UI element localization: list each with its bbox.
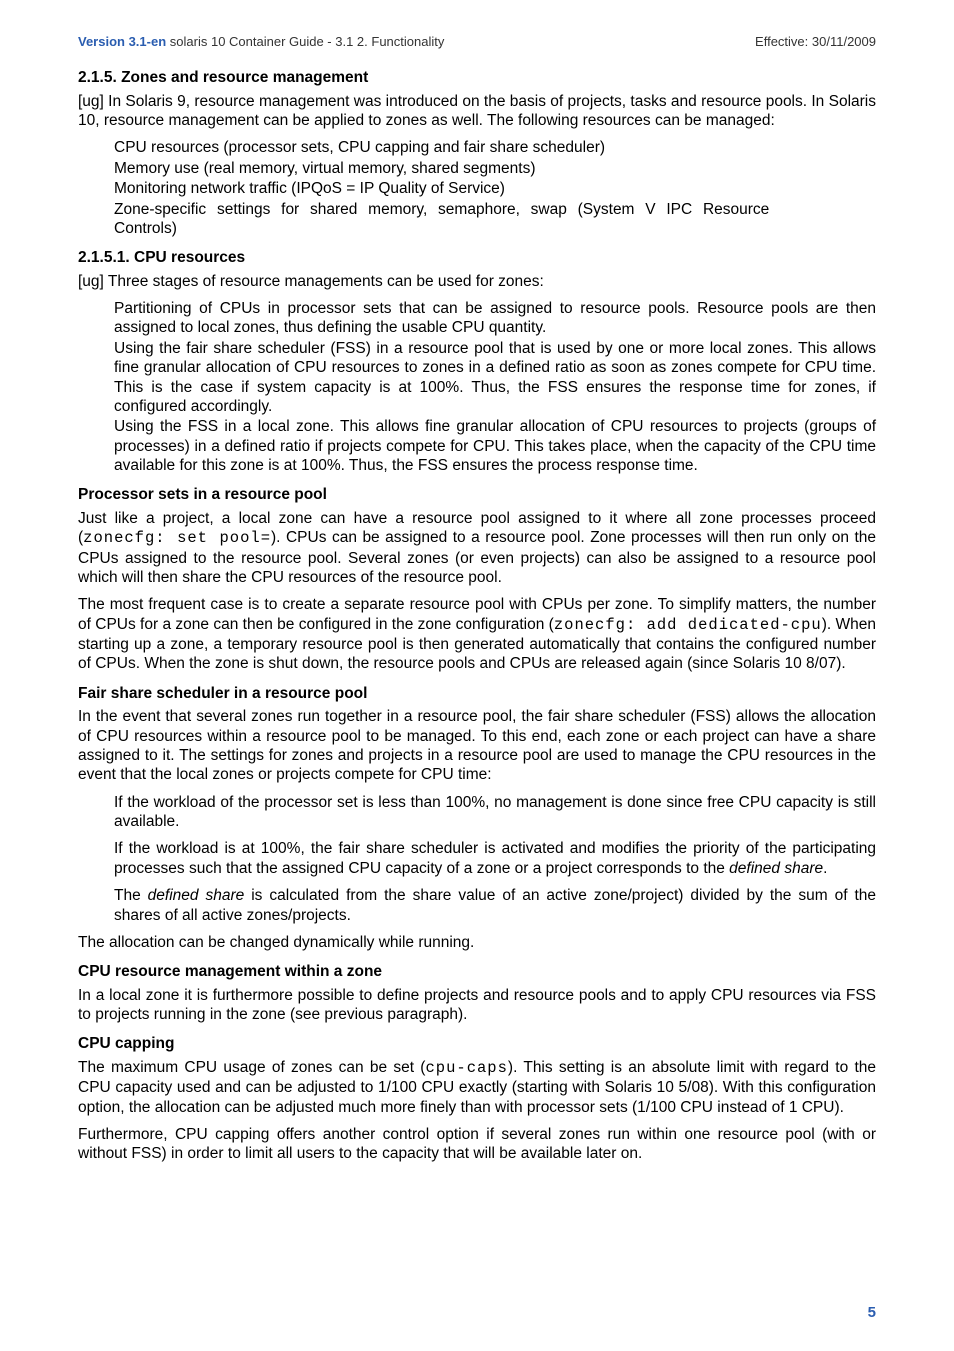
fss-b1: If the workload of the processor set is …: [114, 793, 876, 832]
procsets-code1: zonecfg: set pool=: [83, 529, 271, 547]
procsets-p1: Just like a project, a local zone can ha…: [78, 509, 876, 588]
s2151-b3: Using the FSS in a local zone. This allo…: [114, 417, 876, 475]
fss-b3-em: defined share: [148, 887, 245, 904]
cpurm-p1: In a local zone it is furthermore possib…: [78, 986, 876, 1025]
fss-b3: The defined share is calculated from the…: [114, 886, 876, 925]
fss-b2b: .: [823, 860, 827, 877]
section-2-1-5-title: 2.1.5. Zones and resource management: [78, 68, 876, 87]
procsets-p2: The most frequent case is to create a se…: [78, 595, 876, 674]
fss-b3a: The: [114, 887, 148, 904]
cap-code: cpu-caps: [425, 1059, 507, 1077]
header-left: Version 3.1-en solaris 10 Container Guid…: [78, 34, 444, 50]
s215-b1: CPU resources (processor sets, CPU cappi…: [114, 138, 876, 157]
s215-b4: Zone-specific settings for shared memory…: [114, 200, 769, 239]
s2151-b1: Partitioning of CPUs in processor sets t…: [114, 299, 876, 338]
fss-p1: In the event that several zones run toge…: [78, 707, 876, 785]
header-version: Version 3.1-en: [78, 34, 166, 49]
s215-bullets: CPU resources (processor sets, CPU cappi…: [114, 138, 876, 238]
cpurm-title: CPU resource management within a zone: [78, 962, 876, 981]
section-2-1-5-1-title: 2.1.5.1. CPU resources: [78, 248, 876, 267]
cap-p1a: The maximum CPU usage of zones can be se…: [78, 1059, 425, 1076]
cap-p1: The maximum CPU usage of zones can be se…: [78, 1058, 876, 1117]
fss-b2: If the workload is at 100%, the fair sha…: [114, 839, 876, 878]
fss-title: Fair share scheduler in a resource pool: [78, 684, 876, 703]
header-rest: solaris 10 Container Guide - 3.1 2. Func…: [170, 34, 445, 49]
page: Version 3.1-en solaris 10 Container Guid…: [0, 0, 954, 1351]
s2151-b2: Using the fair share scheduler (FSS) in …: [114, 339, 876, 417]
cap-p2: Furthermore, CPU capping offers another …: [78, 1125, 876, 1164]
s215-b3: Monitoring network traffic (IPQoS = IP Q…: [114, 179, 876, 198]
page-header: Version 3.1-en solaris 10 Container Guid…: [78, 34, 876, 50]
s215-p1: [ug] In Solaris 9, resource management w…: [78, 92, 876, 131]
s2151-p1: [ug] Three stages of resource management…: [78, 272, 876, 291]
cap-title: CPU capping: [78, 1034, 876, 1053]
s215-b2: Memory use (real memory, virtual memory,…: [114, 159, 876, 178]
procsets-code2: zonecfg: add dedicated-cpu: [554, 616, 822, 634]
fss-b2-em: defined share: [729, 860, 823, 877]
s2151-bullets: Partitioning of CPUs in processor sets t…: [114, 299, 876, 475]
header-effective: Effective: 30/11/2009: [755, 34, 876, 50]
fss-p2: The allocation can be changed dynamicall…: [78, 933, 876, 952]
fss-bullets: If the workload of the processor set is …: [114, 793, 876, 925]
page-number: 5: [868, 1304, 876, 1323]
processor-sets-title: Processor sets in a resource pool: [78, 485, 876, 504]
